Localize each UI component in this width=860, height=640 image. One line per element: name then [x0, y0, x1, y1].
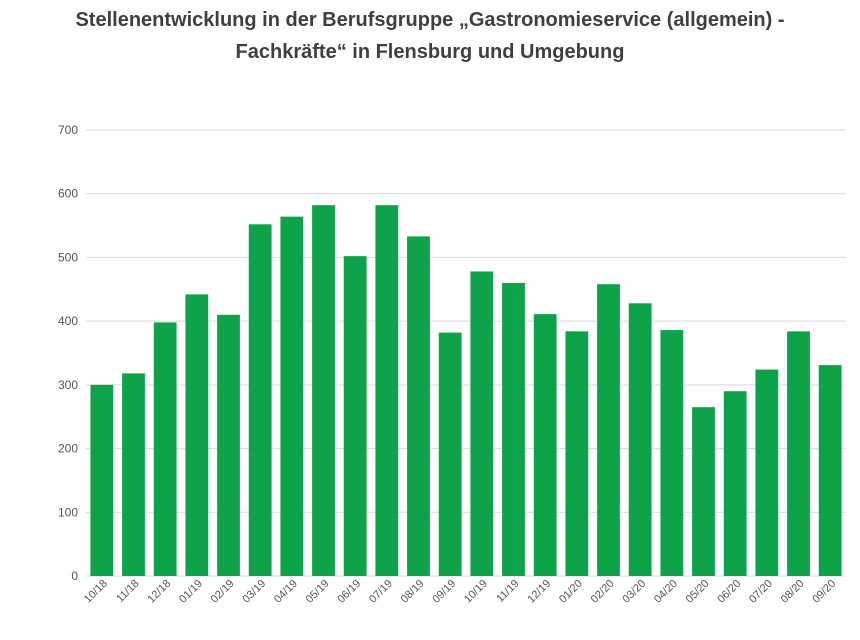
chart-title: Stellenentwicklung in der Berufsgruppe „…	[0, 4, 860, 68]
bar-03-20	[628, 303, 652, 576]
y-tick-label-300: 300	[58, 378, 78, 392]
bar-12-19	[533, 314, 557, 576]
x-tick-label-10-18: 10/18	[82, 578, 110, 606]
bar-12-18	[153, 322, 177, 576]
y-tick-label-400: 400	[58, 314, 78, 328]
x-tick-label-03-20: 03/20	[620, 578, 648, 606]
x-tick-label-12-18: 12/18	[145, 578, 173, 606]
x-tick-label-09-20: 09/20	[810, 578, 838, 606]
x-tick-label-05-20: 05/20	[684, 578, 712, 606]
bar-01-20	[565, 331, 589, 576]
chart-title-line-1: Stellenentwicklung in der Berufsgruppe „…	[75, 9, 785, 31]
x-tick-label-02-20: 02/20	[589, 578, 617, 606]
x-tick-label-08-20: 08/20	[779, 578, 807, 606]
bar-10-19	[470, 271, 494, 576]
x-tick-label-06-19: 06/19	[335, 578, 363, 606]
x-tick-label-04-20: 04/20	[652, 578, 680, 606]
x-tick-label-04-19: 04/19	[272, 578, 300, 606]
bar-05-20	[692, 407, 715, 576]
x-tick-label-03-19: 03/19	[240, 578, 268, 606]
bar-10-18	[90, 384, 114, 576]
bar-04-19	[280, 216, 304, 576]
bar-03-19	[248, 224, 272, 577]
y-tick-label-0: 0	[71, 569, 78, 583]
bar-11-18	[122, 373, 145, 576]
x-tick-label-09-19: 09/19	[430, 578, 458, 606]
bar-06-20	[723, 391, 747, 576]
chart-title-line-2: Fachkräfte“ in Flensburg und Umgebung	[235, 41, 625, 63]
bar-11-19	[502, 282, 525, 576]
bar-07-19	[375, 205, 399, 576]
bar-06-19	[343, 256, 367, 576]
x-tick-label-07-20: 07/20	[747, 578, 775, 606]
x-tick-label-06-20: 06/20	[715, 578, 743, 606]
y-tick-label-200: 200	[58, 442, 78, 456]
x-tick-label-01-20: 01/20	[557, 578, 585, 606]
y-tick-label-100: 100	[58, 505, 78, 519]
x-tick-label-12-19: 12/19	[525, 578, 553, 606]
bar-04-20	[660, 330, 684, 576]
x-tick-label-05-19: 05/19	[304, 578, 332, 606]
bar-09-19	[438, 332, 462, 576]
y-tick-label-700: 700	[58, 123, 78, 137]
bar-08-19	[407, 236, 430, 576]
bar-02-19	[217, 314, 240, 576]
bar-05-19	[312, 205, 335, 576]
x-tick-label-01-19: 01/19	[177, 578, 205, 606]
y-tick-label-600: 600	[58, 187, 78, 201]
bar-08-20	[787, 331, 810, 576]
x-tick-label-02-19: 02/19	[209, 578, 237, 606]
x-tick-label-11-18: 11/18	[114, 578, 141, 605]
y-tick-label-500: 500	[58, 250, 78, 264]
bar-01-19	[185, 294, 209, 576]
bar-07-20	[755, 369, 779, 576]
x-tick-label-07-19: 07/19	[367, 578, 395, 606]
x-tick-label-08-19: 08/19	[399, 578, 427, 606]
x-tick-label-11-19: 11/19	[494, 578, 521, 605]
x-tick-label-10-19: 10/19	[462, 578, 490, 606]
bar-02-20	[597, 284, 620, 576]
bar-09-20	[818, 365, 842, 576]
